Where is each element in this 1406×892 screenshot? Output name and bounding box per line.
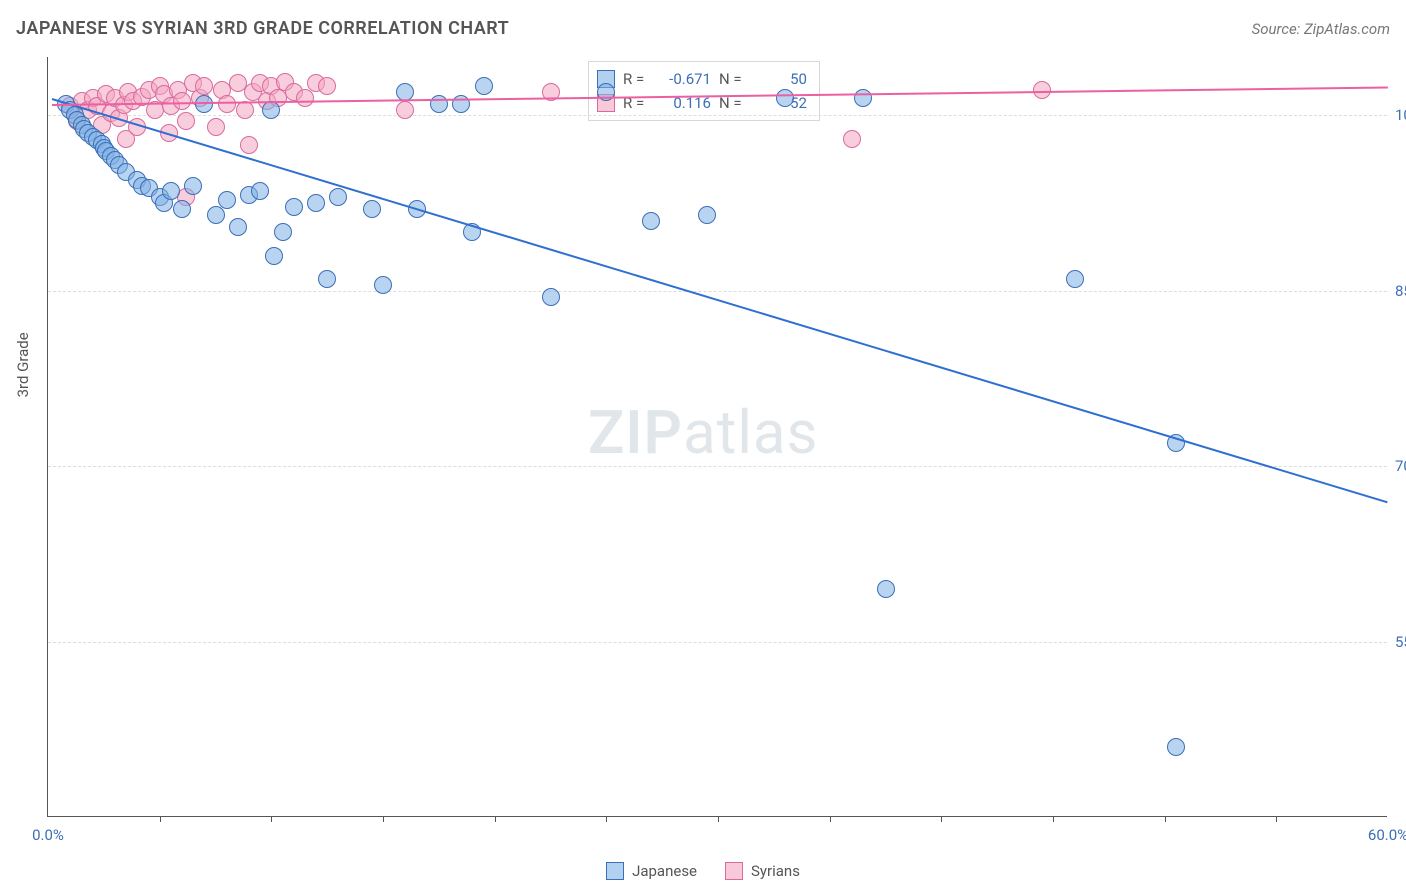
n-label: N = — [719, 67, 749, 91]
data-point-syrians — [396, 101, 414, 119]
data-point-japanese — [307, 194, 325, 212]
data-point-japanese — [318, 270, 336, 288]
data-point-syrians — [195, 77, 213, 95]
legend-item-japanese: Japanese — [606, 862, 697, 880]
legend-label: Japanese — [632, 862, 697, 880]
source-label: Source: ZipAtlas.com — [1252, 20, 1390, 38]
data-point-japanese — [877, 580, 895, 598]
xtick — [1165, 816, 1166, 822]
data-point-syrians — [207, 118, 225, 136]
legend-label: Syrians — [751, 862, 800, 880]
ytick-label: 55.0% — [1395, 633, 1406, 651]
xtick — [383, 816, 384, 822]
data-point-syrians — [177, 112, 195, 130]
data-point-japanese — [374, 276, 392, 294]
data-point-japanese — [1066, 270, 1084, 288]
ytick-label: 100.0% — [1395, 106, 1406, 124]
y-axis-label: 3rd Grade — [14, 332, 32, 397]
data-point-japanese — [329, 188, 347, 206]
r-label: R = — [623, 67, 653, 91]
data-point-syrians — [240, 136, 258, 154]
data-point-japanese — [430, 95, 448, 113]
chart-title: JAPANESE VS SYRIAN 3RD GRADE CORRELATION… — [16, 18, 509, 39]
r-label: R = — [623, 91, 653, 115]
xtick — [495, 816, 496, 822]
gridline — [48, 642, 1387, 643]
data-point-syrians — [318, 77, 336, 95]
data-point-japanese — [207, 206, 225, 224]
data-point-japanese — [262, 101, 280, 119]
data-point-japanese — [162, 182, 180, 200]
gridline — [48, 466, 1387, 467]
swatch-syrians-icon — [725, 862, 743, 880]
swatch-japanese-icon — [606, 862, 624, 880]
data-point-japanese — [184, 177, 202, 195]
xtick — [1053, 816, 1054, 822]
xtick — [941, 816, 942, 822]
ytick-label: 70.0% — [1395, 457, 1406, 475]
data-point-japanese — [542, 288, 560, 306]
data-point-japanese — [642, 212, 660, 230]
xtick — [1276, 816, 1277, 822]
xtick-label: 0.0% — [32, 826, 64, 844]
data-point-syrians — [296, 89, 314, 107]
bottom-legend: Japanese Syrians — [0, 862, 1406, 880]
data-point-japanese — [475, 77, 493, 95]
xtick — [606, 816, 607, 822]
n-value: 50 — [757, 67, 807, 91]
data-point-japanese — [285, 198, 303, 216]
stats-row-japanese: R = -0.671 N = 50 — [597, 67, 807, 91]
data-point-syrians — [843, 130, 861, 148]
data-point-japanese — [776, 89, 794, 107]
data-point-syrians — [1033, 81, 1051, 99]
gridline — [48, 291, 1387, 292]
xtick — [271, 816, 272, 822]
data-point-japanese — [229, 218, 247, 236]
plot-area: ZIPatlas R = -0.671 N = 50 R = 0.116 N =… — [47, 57, 1387, 817]
data-point-japanese — [1167, 738, 1185, 756]
r-value: -0.671 — [661, 67, 711, 91]
watermark-bold: ZIP — [588, 397, 683, 468]
data-point-japanese — [452, 95, 470, 113]
xtick-label: 60.0% — [1368, 826, 1406, 844]
watermark: ZIPatlas — [588, 397, 819, 468]
header: JAPANESE VS SYRIAN 3RD GRADE CORRELATION… — [16, 18, 1390, 39]
data-point-japanese — [251, 182, 269, 200]
ytick-label: 85.0% — [1395, 282, 1406, 300]
data-point-japanese — [854, 89, 872, 107]
data-point-japanese — [274, 223, 292, 241]
data-point-japanese — [173, 200, 191, 218]
watermark-light: atlas — [683, 397, 818, 468]
data-point-japanese — [265, 247, 283, 265]
data-point-japanese — [698, 206, 716, 224]
legend-item-syrians: Syrians — [725, 862, 800, 880]
xtick — [160, 816, 161, 822]
data-point-japanese — [218, 191, 236, 209]
xtick — [830, 816, 831, 822]
data-point-japanese — [363, 200, 381, 218]
xtick — [718, 816, 719, 822]
